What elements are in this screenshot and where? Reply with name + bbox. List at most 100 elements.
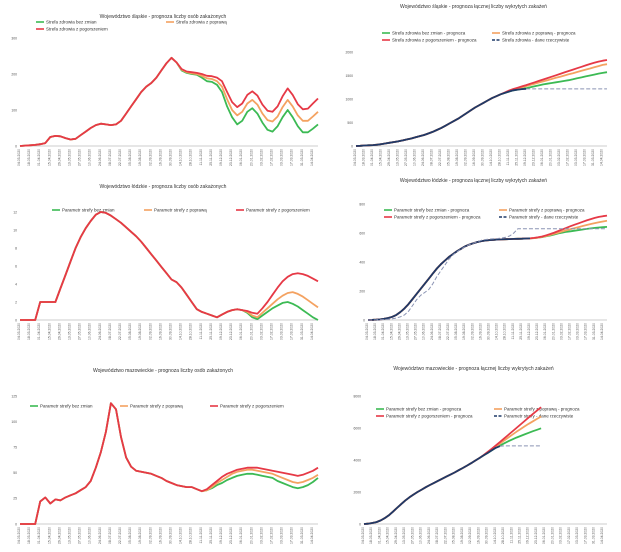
y-tick-label: 6: [15, 264, 17, 268]
x-tick-label: 15.04.2020: [47, 149, 51, 166]
legend-label: Strefa zdrowia bez zmian - prognoza: [392, 31, 466, 36]
legend-label: Parametr strefy z poprawą: [130, 404, 183, 409]
series-line: [355, 63, 608, 147]
legend-item: Strefa zdrowia z poprawą - prognoza: [492, 31, 576, 36]
x-tick-label: 02.09.2020: [470, 323, 474, 340]
x-tick-label: 31.03.2020: [592, 323, 596, 340]
y-tick-label: 50: [13, 471, 17, 475]
x-tick-label: 10.06.2020: [419, 527, 423, 544]
x-tick-label: 20.01.2020: [249, 527, 253, 544]
series-line: [363, 427, 542, 525]
y-tick-label: 25: [13, 497, 17, 501]
chart-svg: Województwo mazowieckie - prognoza liczb…: [11, 368, 319, 544]
chart-svg: Województwo łódzkie - prognoza łącznej l…: [359, 178, 608, 340]
legend-item: Parametr strefy z poprawą - prognoza: [494, 407, 580, 412]
x-tick-label: 17.03.2020: [584, 323, 588, 340]
x-tick-label: 27.05.2020: [414, 323, 418, 340]
x-tick-label: 17.02.2020: [567, 527, 571, 544]
x-tick-label: 01.04.2020: [370, 149, 374, 166]
x-tick-label: 11.11.2020: [506, 149, 510, 166]
x-tick-label: 17.02.2020: [270, 149, 274, 166]
x-tick-label: 30.09.2020: [485, 527, 489, 544]
legend-label: Strefa zdrowia z poprawą: [176, 20, 227, 25]
x-tick-label: 18.03.2020: [373, 323, 377, 340]
x-tick-label: 28.10.2020: [189, 527, 193, 544]
chart-svg: Województwo śląskie - prognoza łącznej l…: [345, 4, 608, 166]
y-tick-label: 0: [363, 318, 365, 322]
x-tick-label: 23.12.2020: [532, 149, 536, 166]
legend-label: Strefa zdrowia - dane rzeczywiste: [502, 38, 570, 43]
legend-label: Parametr strefy bez zmian: [40, 404, 93, 409]
chart-title: Województwo łódzkie - prognoza liczby os…: [100, 184, 227, 190]
x-tick-label: 14.10.2020: [489, 149, 493, 166]
x-tick-label: 22.07.2020: [118, 323, 122, 340]
x-tick-label: 05.08.2020: [447, 149, 451, 166]
legend-item: Strefa zdrowia z pogorszeniem: [36, 27, 108, 32]
legend-label: Parametr strefy bez zmian: [62, 208, 115, 213]
x-tick-label: 22.07.2020: [438, 149, 442, 166]
series-line: [20, 211, 319, 321]
series-line: [355, 71, 608, 147]
x-tick-label: 20.01.2020: [249, 323, 253, 340]
x-tick-label: 14.04.2020: [600, 323, 604, 340]
y-tick-label: 75: [13, 446, 17, 450]
x-tick-label: 02.09.2020: [464, 149, 468, 166]
x-tick-label: 17.02.2020: [270, 323, 274, 340]
x-tick-label: 04.03.2020: [353, 149, 357, 166]
legend-item: Parametr strefy z poprawą - prognoza: [499, 208, 585, 213]
legend-label: Strefa zdrowia bez zmian: [46, 20, 97, 25]
x-tick-label: 24.06.2020: [98, 149, 102, 166]
chart-svg: Województwo śląskie - prognoza liczby os…: [11, 14, 319, 166]
x-tick-label: 03.03.2020: [280, 149, 284, 166]
x-tick-label: 09.12.2020: [219, 527, 223, 544]
x-tick-label: 20.01.2020: [550, 527, 554, 544]
chart-panel-lodzkie-active: Województwo łódzkie - prognoza liczby os…: [0, 172, 326, 350]
legend-label: Parametr strefy bez zmian - prognoza: [386, 407, 462, 412]
x-tick-label: 18.03.2020: [27, 323, 31, 340]
x-tick-label: 13.05.2020: [402, 527, 406, 544]
x-tick-label: 15.04.2020: [386, 527, 390, 544]
series-line: [355, 88, 527, 147]
x-tick-label: 18.03.2020: [362, 149, 366, 166]
x-tick-label: 11.11.2020: [511, 323, 515, 340]
legend-item: Parametr strefy z pogorszeniem - prognoz…: [376, 414, 473, 419]
x-tick-label: 25.11.2020: [515, 149, 519, 166]
x-tick-label: 11.11.2020: [199, 323, 203, 340]
x-tick-label: 20.01.2020: [549, 149, 553, 166]
x-tick-label: 25.11.2020: [519, 323, 523, 340]
x-tick-label: 06.01.2020: [543, 323, 547, 340]
x-tick-label: 30.09.2020: [169, 527, 173, 544]
x-tick-label: 23.12.2020: [535, 323, 539, 340]
x-tick-label: 22.07.2020: [443, 527, 447, 544]
y-tick-label: 125: [11, 394, 17, 398]
series-line: [363, 445, 501, 525]
chart-panel-mazowieckie-cumulative: Województwo mazowieckie - prognoza łączn…: [326, 350, 621, 552]
y-tick-label: 200: [359, 289, 365, 293]
x-tick-label: 05.08.2020: [454, 323, 458, 340]
x-tick-label: 09.12.2020: [526, 527, 530, 544]
legend-label: Parametr strefy z pogorszeniem - prognoz…: [386, 414, 473, 419]
x-tick-label: 16.09.2020: [472, 149, 476, 166]
legend-item: Parametr strefy bez zmian: [52, 208, 115, 213]
x-tick-label: 24.06.2020: [98, 527, 102, 544]
x-tick-label: 28.10.2020: [189, 323, 193, 340]
x-tick-label: 29.04.2020: [394, 527, 398, 544]
x-tick-label: 27.05.2020: [78, 527, 82, 544]
x-tick-label: 03.03.2020: [280, 323, 284, 340]
x-tick-label: 25.11.2020: [209, 527, 213, 544]
x-tick-label: 23.12.2020: [229, 527, 233, 544]
x-tick-label: 08.07.2020: [108, 149, 112, 166]
x-tick-label: 30.09.2020: [169, 323, 173, 340]
x-tick-label: 10.06.2020: [88, 149, 92, 166]
x-tick-label: 17.02.2020: [270, 527, 274, 544]
x-tick-label: 23.12.2020: [534, 527, 538, 544]
legend-item: Strefa zdrowia z poprawą: [166, 20, 227, 25]
y-tick-label: 4000: [353, 458, 361, 462]
legend-label: Parametr strefy z poprawą - prognoza: [509, 208, 585, 213]
x-tick-label: 29.04.2020: [57, 149, 61, 166]
legend-label: Parametr strefy bez zmian - prognoza: [394, 208, 470, 213]
x-tick-label: 03.03.2020: [280, 527, 284, 544]
series-line: [19, 56, 319, 147]
x-tick-label: 03.03.2020: [575, 527, 579, 544]
x-tick-label: 06.01.2020: [542, 527, 546, 544]
